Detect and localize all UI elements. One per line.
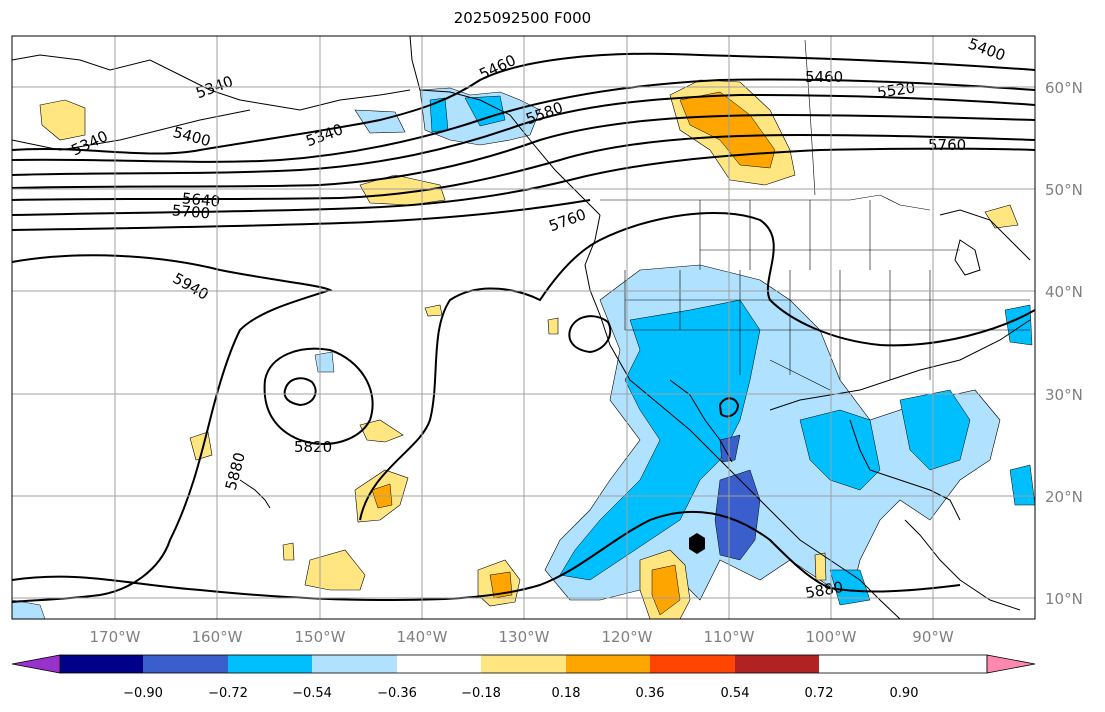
map-frame [11,35,1036,620]
lon-label: 100°W [806,628,857,646]
colorbar-tick-label: 0.54 [721,686,750,701]
lon-label: 150°W [295,628,346,646]
colorbar-segment [228,655,312,673]
lat-label: 50°N [1045,181,1083,199]
colorbar-tick-label: 0.36 [636,686,665,701]
lon-label: 170°W [90,628,141,646]
latitude-labels: 60°N 50°N 40°N 30°N 20°N 10°N [1045,79,1083,608]
contour-label: 5520 [876,79,916,102]
lon-label: 130°W [499,628,550,646]
colorbar-segment [60,655,143,673]
colorbar-segment [566,655,650,673]
colorbar-high-extend-arrow [986,654,1036,674]
colorbar-tick-label: −0.18 [461,686,501,701]
contour-label: 5760 [928,136,966,154]
colorbar-segment [312,655,397,673]
contour-label: 5820 [294,438,332,456]
lon-label: 140°W [397,628,448,646]
colorbar-tick-label: 0.18 [552,686,581,701]
lat-label: 10°N [1045,590,1083,608]
colorbar-tick-label: −0.36 [377,686,417,701]
political-boundaries [600,39,1030,391]
contour-label: 5640 [181,189,221,210]
colorbar: −0.90 −0.72 −0.54 −0.36 −0.18 0.18 0.36 … [11,654,1036,701]
colorbar-tick-label: 0.90 [890,686,919,701]
colorbar-segment [735,655,819,673]
lat-label: 60°N [1045,79,1083,97]
height-contours [11,52,1036,603]
colorbar-segment [143,655,228,673]
colorbar-segment [397,655,481,673]
longitude-labels: 170°W 160°W 150°W 140°W 130°W 120°W 110°… [90,628,954,646]
colorbar-tick-label: −0.90 [123,686,163,701]
lat-label: 30°N [1045,386,1083,404]
contour-label: 5700 [171,201,211,222]
map-title: 2025092500 F000 [453,9,592,27]
colorbar-low-extend-arrow [11,654,61,674]
lon-label: 120°W [602,628,653,646]
coastlines [11,35,1031,620]
lon-label: 110°W [704,628,755,646]
positive-anomaly-shading [39,79,1019,620]
lat-label: 40°N [1045,283,1083,301]
contour-label: 5460 [805,68,843,86]
lon-label: 160°W [192,628,243,646]
colorbar-tick-label: −0.54 [292,686,332,701]
lat-lon-grid [12,36,1035,619]
colorbar-segment [481,655,566,673]
colorbar-segment [650,655,735,673]
lon-label: 90°W [912,628,954,646]
colorbar-tick-label: 0.72 [805,686,834,701]
colorbar-tick-label: −0.72 [208,686,248,701]
lat-label: 20°N [1045,488,1083,506]
center-marker [689,533,705,554]
